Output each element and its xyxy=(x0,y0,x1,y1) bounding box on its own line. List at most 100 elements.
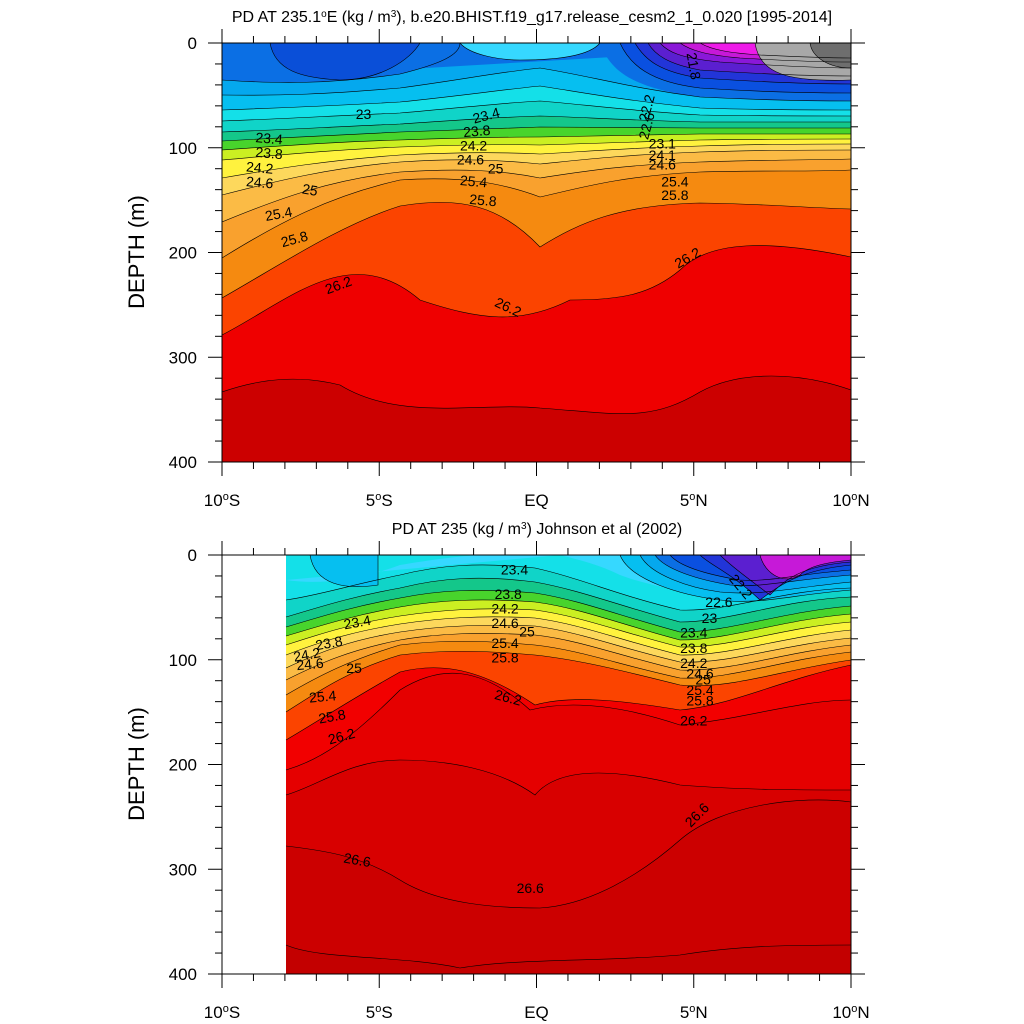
contour-line xyxy=(222,43,461,83)
contour-line xyxy=(699,555,851,601)
x-tick-label: 5oS xyxy=(366,1003,393,1022)
contour-label: 23.8 xyxy=(255,144,284,162)
y-axis-title: DEPTH (m) xyxy=(124,707,149,821)
contour-line xyxy=(222,115,851,133)
contour-label: 22.2 xyxy=(635,93,658,124)
contour-line xyxy=(459,43,601,61)
contour-label: 24.2 xyxy=(245,158,274,176)
contour-label: 24.1 xyxy=(649,147,676,163)
contour-label: 25.8 xyxy=(469,191,498,209)
bottom-axes: 0 100 200 300 400 10oS 5oS EQ 5oN 10oN DEPTH (m) xyxy=(124,541,870,1022)
y-tick-label: 200 xyxy=(169,756,197,775)
contour-line xyxy=(654,555,851,586)
contour-label: 24.6 xyxy=(686,665,713,681)
contour-label: 25 xyxy=(301,180,319,198)
x-tick-label: EQ xyxy=(524,491,549,510)
x-tick-label: 10oS xyxy=(204,1003,240,1022)
contour-label: 24.2 xyxy=(460,138,487,154)
contour-label: 25.8 xyxy=(317,706,347,727)
x-tick-label: 5oS xyxy=(366,491,393,510)
top-band-20.6 xyxy=(270,43,420,80)
top-panel: PD AT 235.1oE (kg / m3), b.e20.BHIST.f19… xyxy=(124,9,870,511)
no-data-region xyxy=(222,555,285,974)
contour-line xyxy=(634,43,851,85)
contour-label: 23.4 xyxy=(342,612,372,633)
contour-label: 25 xyxy=(519,623,535,639)
contour-label: 24.2 xyxy=(491,600,518,616)
contour-line xyxy=(754,43,851,81)
contour-label: 26.2 xyxy=(493,686,524,709)
contour-line xyxy=(285,640,851,696)
contour-label: 24.6 xyxy=(457,151,484,167)
x-tick-label: 10oN xyxy=(832,1003,869,1022)
bottom-contour-lines xyxy=(285,555,851,969)
y-tick-label: 100 xyxy=(169,651,197,670)
contour-label: 23.4 xyxy=(501,562,528,578)
contour-label: 25.4 xyxy=(308,687,337,705)
contour-label: 25.4 xyxy=(264,203,294,224)
contour-line xyxy=(309,555,379,587)
contour-label: 24.2 xyxy=(292,644,322,665)
contour-label: 26.2 xyxy=(326,725,357,748)
contour-line xyxy=(222,245,851,336)
top-panel-title: PD AT 235.1oE (kg / m3), b.e20.BHIST.f19… xyxy=(232,9,832,27)
contour-line xyxy=(222,169,851,259)
contour-label: 24.6 xyxy=(245,173,274,191)
y-tick-label: 100 xyxy=(169,139,197,158)
bottom-panel-title: PD AT 235 (kg / m3) Johnson et al (2002) xyxy=(392,521,682,539)
x-tick-label: EQ xyxy=(524,1003,549,1022)
contour-line xyxy=(222,149,851,196)
contour-label: 23 xyxy=(356,106,372,122)
contour-line xyxy=(269,43,421,81)
contour-line xyxy=(222,143,851,179)
contour-line xyxy=(619,555,851,602)
y-axis-title: DEPTH (m) xyxy=(124,195,149,309)
contour-label: 23.8 xyxy=(462,122,491,140)
contour-label: 24.6 xyxy=(649,157,676,173)
y-tick-label: 0 xyxy=(188,34,197,53)
top-contour-fill xyxy=(222,43,851,462)
contour-line xyxy=(285,564,851,611)
contour-label: 22.6 xyxy=(705,594,732,610)
x-tick-label: 5oN xyxy=(680,1003,708,1022)
contour-line xyxy=(285,633,851,681)
bottom-contour-fill xyxy=(286,555,851,974)
contour-line xyxy=(285,759,851,796)
x-tick-label: 5oN xyxy=(680,491,708,510)
contour-line xyxy=(222,375,851,414)
contour-label: 25 xyxy=(695,672,711,688)
contour-label: 23.4 xyxy=(680,625,707,641)
y-tick-label: 300 xyxy=(169,348,197,367)
contour-label: 25.8 xyxy=(661,187,688,203)
contour-line xyxy=(222,126,851,142)
contour-label: 23.8 xyxy=(680,640,707,656)
bottom-band-21.8a xyxy=(310,555,378,587)
bottom-contour-labels: 22.222.62323.423.824.224.62525.425.826.2… xyxy=(292,562,756,896)
contour-label: 23.8 xyxy=(495,586,522,602)
top-contour-lines xyxy=(222,43,851,414)
contour-line xyxy=(222,85,851,111)
contour-label: 23 xyxy=(702,610,718,626)
contour-label: 25.8 xyxy=(686,693,713,709)
contour-line xyxy=(222,67,851,102)
contour-line xyxy=(659,43,851,69)
y-tick-label: 200 xyxy=(169,244,197,263)
contour-label: 24.6 xyxy=(491,615,518,631)
contour-label: 26.6 xyxy=(517,880,544,896)
y-tick-label: 400 xyxy=(169,965,197,984)
contour-line xyxy=(639,555,851,594)
contour-line xyxy=(669,555,851,581)
contour-line xyxy=(285,616,851,656)
contour-label: 23.4 xyxy=(255,129,284,147)
contour-label: 25.4 xyxy=(459,172,488,190)
contour-label: 25.4 xyxy=(491,635,518,651)
contour-line xyxy=(285,608,851,648)
contour-label: 23.8 xyxy=(314,633,344,654)
contour-line xyxy=(699,43,851,59)
contour-line xyxy=(222,201,851,299)
contour-line xyxy=(285,650,851,713)
contour-label: 23.4 xyxy=(471,104,502,127)
contour-label: 24.2 xyxy=(680,655,707,671)
